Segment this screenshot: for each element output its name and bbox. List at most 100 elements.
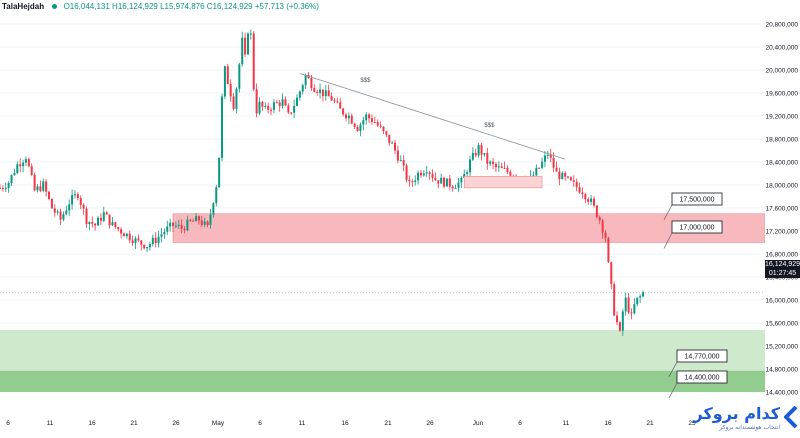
candle-body — [255, 89, 258, 114]
time-axis[interactable]: 6 11 16 21 26 May 6 11 16 21 26 Jun 6 11 16 21 25 — [6, 420, 696, 427]
price-callout-box — [671, 220, 723, 234]
candle-body — [567, 176, 570, 178]
candle-body — [356, 126, 359, 132]
candle-body — [417, 172, 420, 181]
time-tick-label: 11 — [563, 420, 570, 427]
candle-body — [313, 88, 316, 92]
candle-body — [532, 175, 535, 177]
candle-body — [558, 171, 561, 180]
support-zone-lower — [0, 370, 765, 392]
candle-body — [414, 180, 417, 182]
time-tick-label: Jun — [473, 420, 484, 427]
candle-body — [134, 238, 137, 244]
candle-body — [362, 120, 365, 125]
candle-body — [151, 237, 154, 245]
candle-body — [10, 174, 13, 183]
candle-body — [143, 244, 146, 249]
candle-body — [295, 97, 298, 106]
candle-body — [13, 173, 16, 175]
candle-body — [370, 118, 373, 123]
candle-body — [172, 222, 175, 226]
candle-body — [569, 177, 572, 181]
candle-body — [140, 240, 143, 245]
candle-body — [578, 187, 581, 193]
time-tick-label: May — [212, 420, 225, 427]
candle-body — [226, 66, 229, 85]
candle-body — [581, 192, 584, 195]
price-callout-box — [676, 370, 728, 384]
candle-body — [500, 166, 503, 168]
resistance-zone — [172, 213, 766, 243]
candle-body — [489, 161, 492, 164]
candle-body — [610, 262, 613, 285]
candle-body — [324, 90, 327, 97]
time-tick-label: 21 — [384, 420, 392, 427]
candle-body — [483, 153, 486, 155]
candle-body — [148, 244, 151, 248]
candle-body — [618, 322, 621, 331]
candle-body — [206, 221, 209, 226]
candle-body — [555, 167, 558, 172]
candle-body — [7, 182, 10, 188]
candle-body — [621, 311, 624, 331]
candle-body — [221, 96, 224, 158]
candle-body — [382, 126, 385, 132]
candle-body — [339, 102, 342, 109]
candle-body — [30, 166, 33, 175]
time-tick-label: 26 — [172, 420, 180, 427]
liquidity-annotation: $$$ — [360, 78, 371, 84]
price-tick-label: 16,800,000 — [765, 252, 798, 259]
candle-body — [212, 203, 215, 215]
candle-body — [209, 214, 212, 226]
support-zone-upper — [0, 329, 765, 371]
price-tick-label: 15,600,000 — [765, 321, 798, 328]
candle-body — [598, 217, 601, 221]
candle-body — [270, 109, 273, 111]
candle-body — [359, 124, 362, 132]
candle-body — [466, 172, 469, 174]
candle-body — [460, 177, 463, 183]
symbol-info-bar: TalaHejdah O16,044,131 H16,124,929 L15,9… — [2, 2, 319, 11]
candle-body — [630, 312, 633, 314]
candle-body — [636, 297, 639, 305]
candle-body — [16, 164, 19, 174]
candle-body — [1, 187, 4, 189]
candle-body — [428, 172, 431, 174]
candle-body — [290, 112, 293, 114]
candle-body — [497, 166, 500, 168]
candle-body — [177, 224, 180, 226]
candle-body — [627, 297, 630, 313]
candle-body — [575, 181, 578, 188]
candle-body — [235, 88, 238, 109]
candles-layer — [0, 29, 644, 336]
candle-body — [122, 233, 125, 237]
candle-body — [223, 66, 226, 97]
chart-zones — [0, 213, 766, 392]
candle-body — [480, 144, 483, 155]
candle-body — [543, 155, 546, 162]
time-tick-label: 21 — [646, 420, 654, 427]
candle-body — [166, 226, 169, 232]
candle-body — [22, 162, 25, 167]
candle-body — [492, 161, 495, 164]
candle-body — [79, 198, 82, 205]
price-tick-label: 16,000,000 — [765, 298, 798, 305]
price-callout-label: 17,500,000 — [679, 197, 714, 204]
candle-body — [319, 89, 322, 93]
candle-body — [468, 159, 471, 173]
candle-body — [639, 296, 642, 298]
symbol-name[interactable]: TalaHejdah — [2, 2, 45, 11]
ohlc-values: O16,044,131 H16,124,929 L15,974,876 C16,… — [63, 2, 319, 11]
candle-body — [125, 233, 128, 237]
candle-body — [373, 122, 376, 124]
candle-body — [434, 177, 437, 181]
price-tick-label: 20,400,000 — [765, 45, 798, 52]
candle-body — [601, 220, 604, 233]
price-axis[interactable]: 20,800,000 20,400,000 20,000,000 19,600,000… — [765, 0, 800, 438]
candle-body — [463, 173, 466, 178]
candle-body — [333, 100, 336, 102]
candle-body — [50, 198, 53, 209]
candle-body — [189, 219, 192, 221]
candle-body — [48, 191, 51, 199]
